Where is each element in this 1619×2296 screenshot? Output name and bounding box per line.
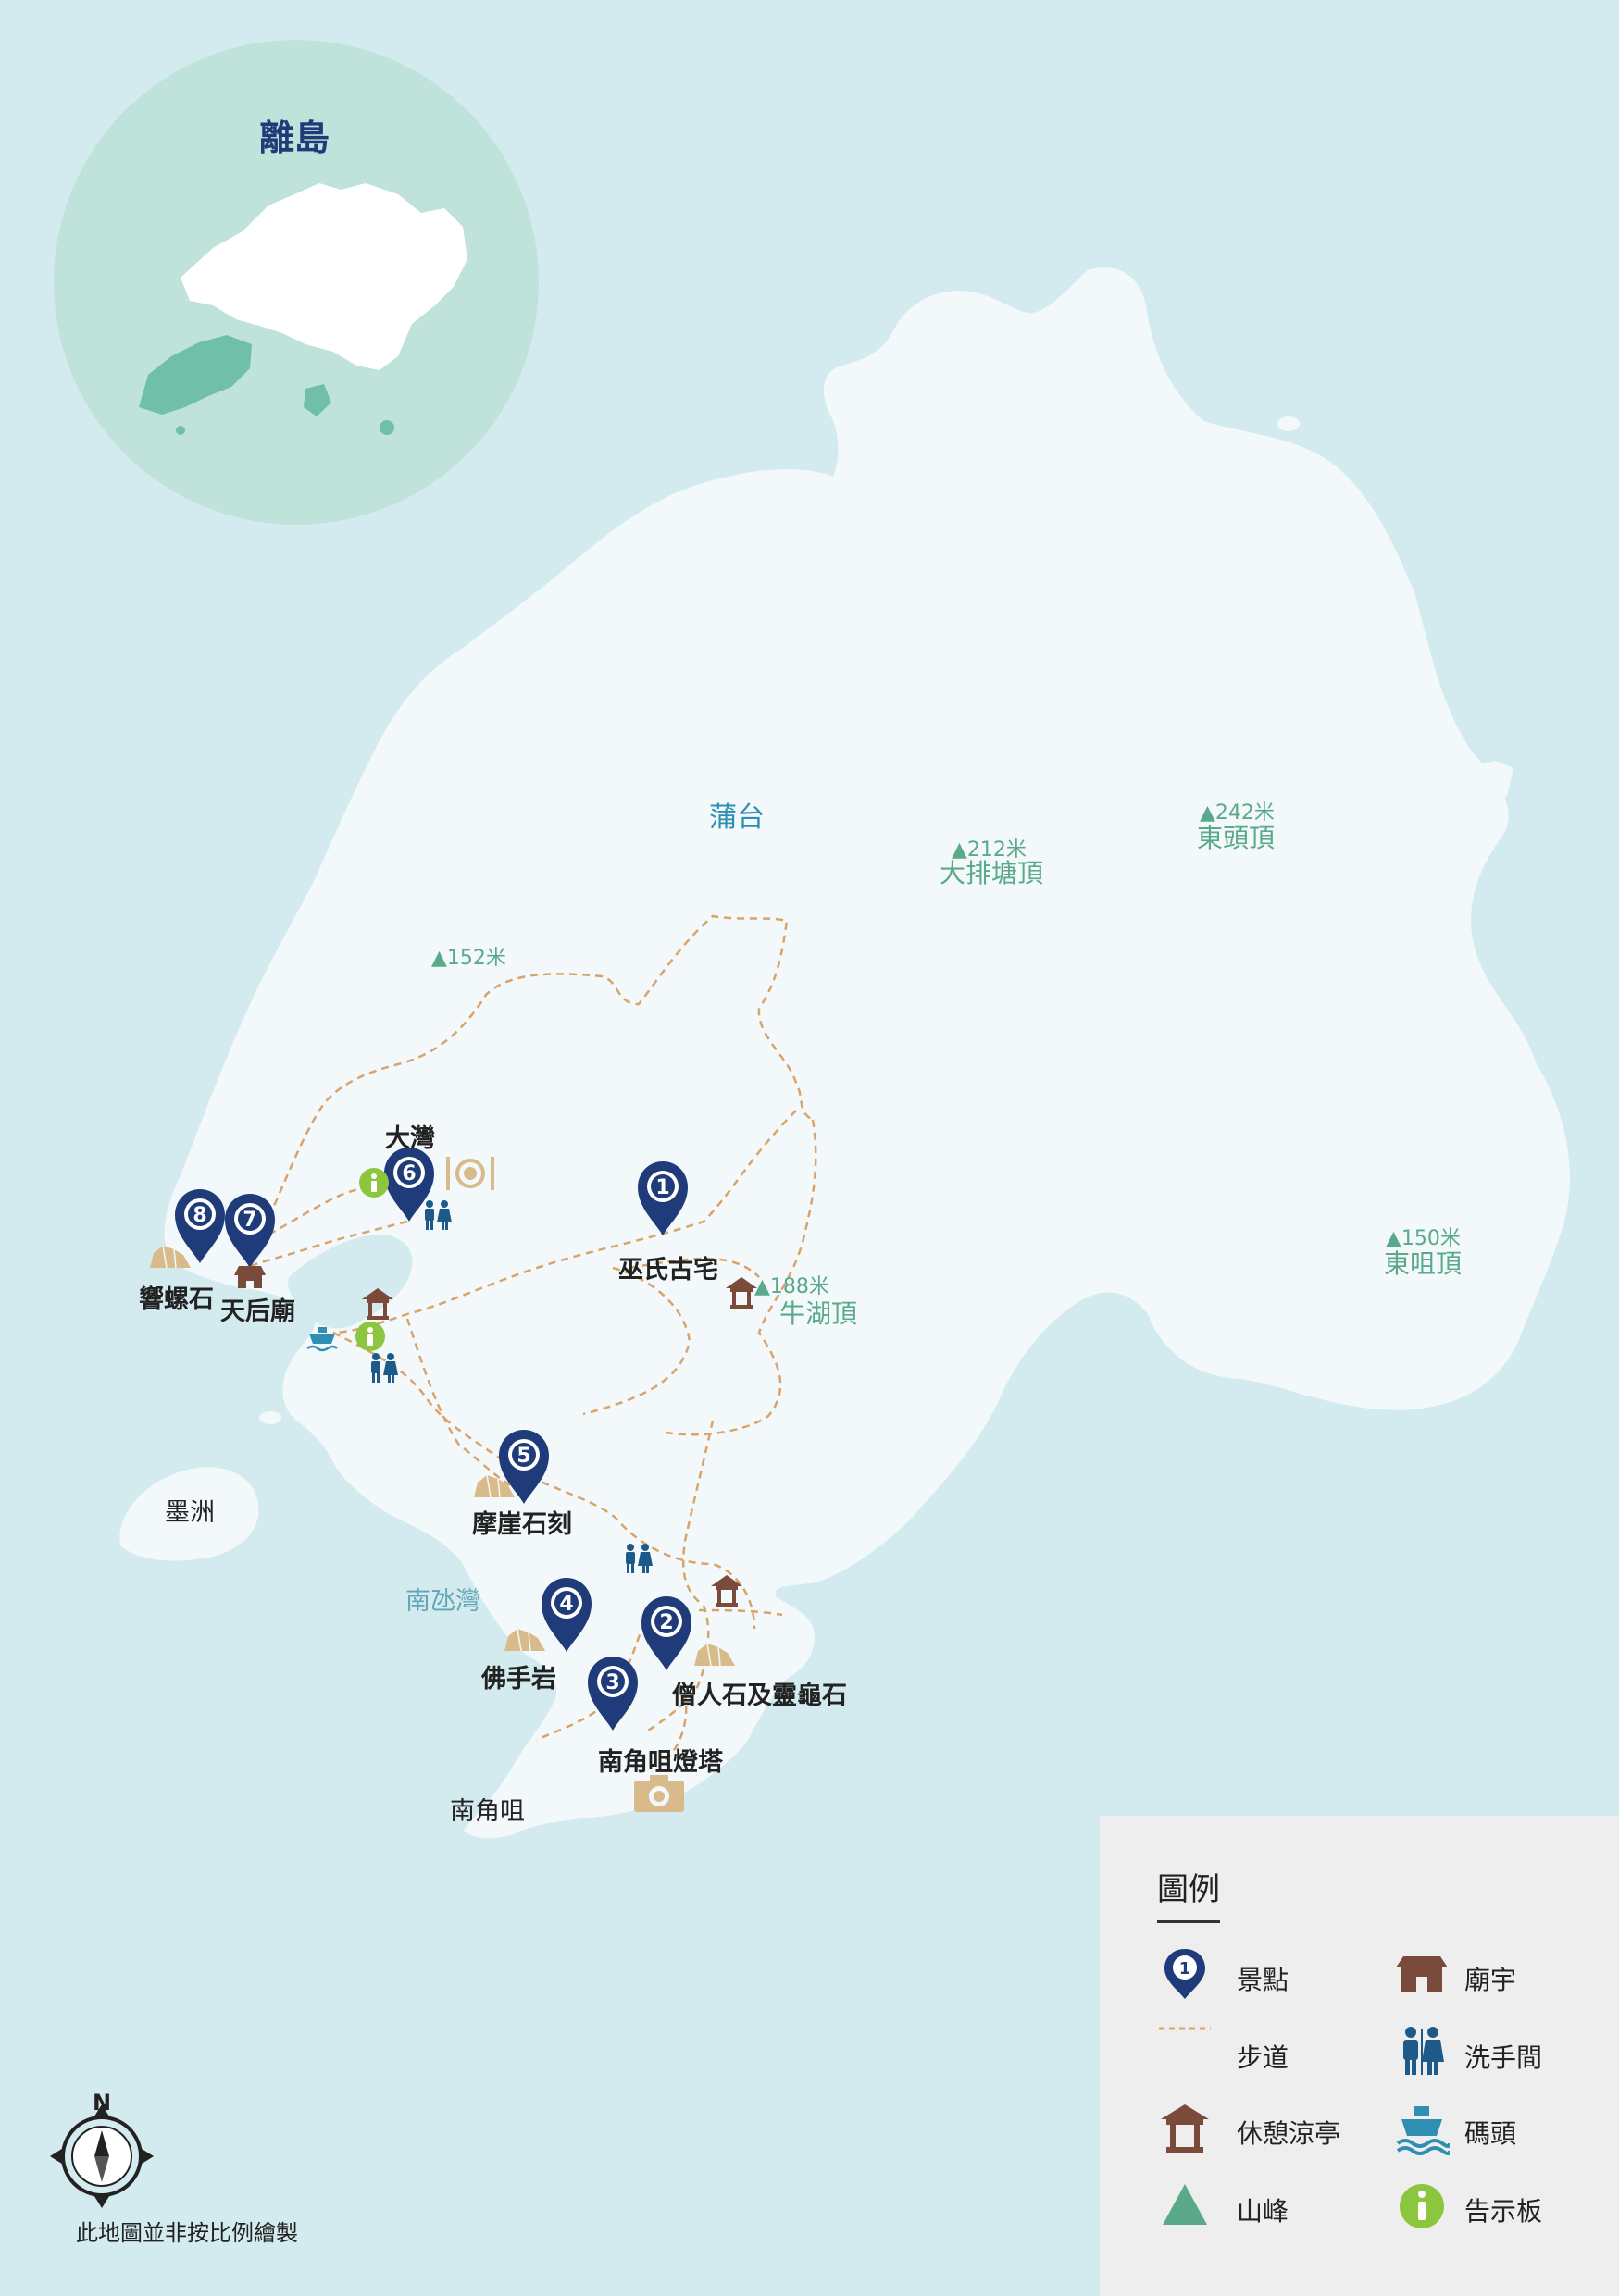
attraction-pin-number: 3 xyxy=(605,1671,619,1694)
attraction-pin-6[interactable]: 6 xyxy=(384,1148,434,1222)
peak-name-2: 東頭頂 xyxy=(1197,823,1276,853)
camera-icon xyxy=(634,1775,684,1812)
compass-needle-north xyxy=(94,2130,109,2156)
legend-label-attraction: 景點 xyxy=(1237,1965,1289,1995)
attraction-label-2: 僧人石及靈龜石 xyxy=(672,1682,847,1710)
place-label-bay: 南氹灣 xyxy=(405,1587,480,1616)
pier-icon xyxy=(1396,2106,1450,2155)
attraction-pin-number: 6 xyxy=(402,1162,416,1185)
peak-icon xyxy=(1163,2184,1207,2225)
attraction-pin-2[interactable]: 2 xyxy=(641,1596,691,1670)
toilet-icon xyxy=(1403,2027,1444,2075)
attraction-pin-number: 8 xyxy=(193,1204,206,1227)
legend-label-peak: 山峰 xyxy=(1237,2196,1289,2227)
rock-icon xyxy=(474,1474,515,1498)
info-icon xyxy=(359,1168,389,1198)
attraction-pin-number: 1 xyxy=(655,1176,669,1199)
attraction-pin-8[interactable]: 8 xyxy=(175,1189,225,1263)
lantau-highlight xyxy=(139,335,252,415)
attraction-label-5: 摩崖石刻 xyxy=(472,1510,572,1539)
peak-height-text: 150米 xyxy=(1401,1227,1461,1250)
legend-label-pier: 碼頭 xyxy=(1464,2118,1517,2149)
peak-name-5: 東咀頂 xyxy=(1384,1248,1463,1279)
tai-wan-bay xyxy=(288,1235,413,1329)
attraction-pin-1[interactable]: 1 xyxy=(638,1161,688,1235)
legend-title: 圖例 xyxy=(1157,1864,1220,1923)
peak-height-5: ▲150米 xyxy=(1386,1227,1461,1250)
hong-kong-silhouette xyxy=(181,183,467,370)
rock-icon xyxy=(694,1643,735,1667)
peak-name-1: 大排塘頂 xyxy=(940,858,1044,888)
peak-height-3: ▲152米 xyxy=(431,947,506,970)
attraction-label-3: 南角咀燈塔 xyxy=(598,1748,723,1777)
pavilion-icon xyxy=(726,1277,757,1309)
legend-label-info: 告示板 xyxy=(1464,2196,1543,2227)
attraction-pin-7[interactable]: 7 xyxy=(225,1194,275,1268)
rock-icon xyxy=(504,1628,545,1652)
compass xyxy=(50,2104,154,2208)
legend-label-temple: 廟宇 xyxy=(1464,1965,1517,1995)
rock-icon xyxy=(150,1245,191,1269)
legend-pin-number: 1 xyxy=(1179,1959,1191,1979)
hiking-trails xyxy=(238,914,817,1764)
compass-needle-south xyxy=(94,2156,109,2182)
attraction-label-4: 佛手岩 xyxy=(481,1665,556,1694)
peak-height-text: 188米 xyxy=(769,1275,829,1298)
pavilion-icon xyxy=(1161,2104,1209,2153)
inset-map xyxy=(54,40,539,525)
east-islet xyxy=(1467,761,1513,814)
attraction-label-8: 響螺石 xyxy=(139,1285,214,1314)
attraction-pin-number: 5 xyxy=(517,1445,530,1468)
legend-label-pavilion: 休憩涼亭 xyxy=(1237,2118,1341,2149)
peak-name-4: 牛湖頂 xyxy=(779,1298,858,1329)
peak-height-2: ▲242米 xyxy=(1200,801,1275,825)
trail-line-icon xyxy=(1159,2027,1211,2030)
pavilion-icon xyxy=(711,1575,742,1607)
compass-north-label: N xyxy=(93,2090,112,2116)
mo-chau-islet xyxy=(119,1467,259,1561)
attraction-label-6: 大灣 xyxy=(385,1124,435,1153)
peak-height-text: 212米 xyxy=(966,838,1027,862)
area-label-po-toi: 蒲台 xyxy=(709,801,765,834)
west-islet-2 xyxy=(295,1369,312,1380)
attraction-pin-icon: 1 xyxy=(1164,1949,1205,1999)
peak-height-text: 152米 xyxy=(446,947,506,970)
attraction-label-1: 巫氏古宅 xyxy=(618,1256,718,1285)
attraction-pin-number: 2 xyxy=(659,1611,673,1634)
peak-height-text: 242米 xyxy=(1214,801,1275,825)
attraction-pin-3[interactable]: 3 xyxy=(588,1657,638,1731)
place-label-islet: 墨洲 xyxy=(165,1498,215,1527)
legend-panel: 圖例 1 景點 步道 休憩涼亭 山峰 廟宇 洗手間 xyxy=(1100,1816,1619,2296)
legend-label-trail: 步道 xyxy=(1237,2042,1289,2073)
west-islet xyxy=(259,1411,281,1424)
attraction-pin-number: 4 xyxy=(559,1593,573,1616)
legend-label-toilet: 洗手間 xyxy=(1464,2042,1543,2073)
toilet-icon xyxy=(371,1353,398,1383)
peak-height-4: ▲188米 xyxy=(754,1275,829,1298)
inset-title: 離島 xyxy=(259,118,330,158)
info-icon xyxy=(355,1322,385,1351)
attraction-label-7: 天后廟 xyxy=(220,1297,295,1326)
attraction-pin-5[interactable]: 5 xyxy=(499,1430,549,1504)
temple-icon xyxy=(1396,1956,1448,1992)
peak-height-1: ▲212米 xyxy=(952,838,1027,862)
north-islet xyxy=(1277,416,1300,431)
pier-icon xyxy=(306,1327,338,1352)
place-label-cape: 南角咀 xyxy=(450,1797,525,1826)
pavilion-icon xyxy=(362,1288,393,1320)
scale-note: 此地圖並非按比例繪製 xyxy=(76,2220,298,2246)
temple-icon xyxy=(234,1266,266,1288)
restaurant-icon xyxy=(446,1157,494,1190)
toilet-icon xyxy=(425,1200,452,1230)
toilet-icon xyxy=(626,1544,653,1573)
attraction-pin-4[interactable]: 4 xyxy=(542,1578,592,1652)
attraction-pin-number: 7 xyxy=(243,1209,256,1232)
info-icon xyxy=(1400,2184,1444,2228)
